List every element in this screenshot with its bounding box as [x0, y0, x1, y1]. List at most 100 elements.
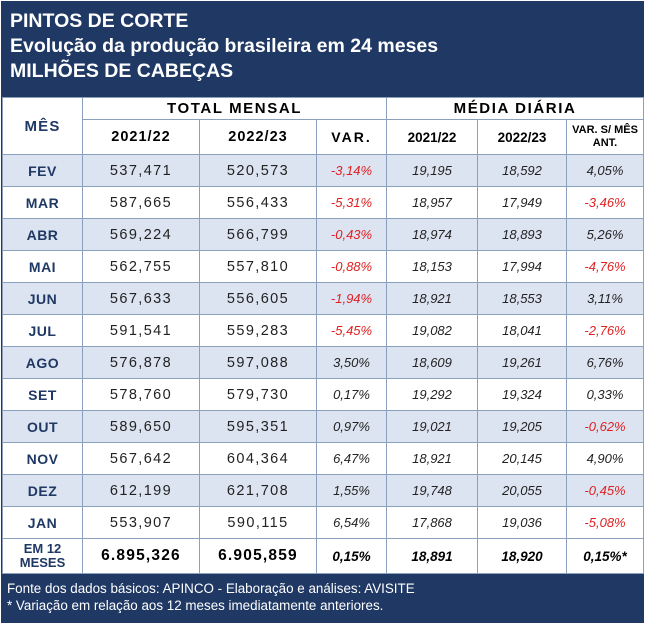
- month-cell: NOV: [2, 442, 83, 475]
- total-var-cell: 6,47%: [315, 442, 388, 475]
- total-2021-22-sum: 6.895,326: [82, 538, 200, 574]
- table-row: JUL 591,541 559,283 -5,45% 19,082 18,041…: [2, 314, 645, 347]
- daily-2022-23-cell: 18,041: [477, 314, 568, 347]
- total-2021-22-cell: 567,633: [82, 282, 200, 315]
- total-2022-23-cell: 566,799: [199, 218, 317, 251]
- daily-2022-23-cell: 18,592: [477, 154, 568, 187]
- daily-2022-23-cell: 20,145: [477, 442, 568, 475]
- daily-2021-22-cell: 18,957: [386, 186, 479, 219]
- month-column-header: MÊS: [2, 97, 83, 155]
- unit-label: MILHÕES DE CABEÇAS: [10, 60, 234, 82]
- table-row: DEZ 612,199 621,708 1,55% 19,748 20,055 …: [2, 474, 645, 507]
- daily-2021-22-cell: 19,292: [386, 378, 479, 411]
- daily-var-cell: -0,62%: [566, 410, 645, 443]
- daily-2021-22-cell: 19,748: [386, 474, 479, 507]
- total-2021-22-cell: 562,755: [82, 250, 200, 283]
- table-row: NOV 567,642 604,364 6,47% 18,921 20,145 …: [2, 442, 645, 475]
- daily-var-header: VAR. S/ MÊS ANT.: [566, 119, 645, 155]
- daily-2021-22-avg: 18,891: [386, 538, 479, 574]
- table-row: OUT 589,650 595,351 0,97% 19,021 19,205 …: [2, 410, 645, 443]
- total-2022-23-cell: 557,810: [199, 250, 317, 283]
- table-row: MAR 587,665 556,433 -5,31% 18,957 17,949…: [2, 186, 645, 219]
- daily-2022-23-cell: 17,949: [477, 186, 568, 219]
- daily-var-cell: 0,33%: [566, 378, 645, 411]
- table-row: JUN 567,633 556,605 -1,94% 18,921 18,553…: [2, 282, 645, 315]
- daily-var-cell: 4,05%: [566, 154, 645, 187]
- total-2021-22-cell: 537,471: [82, 154, 200, 187]
- total-2022-23-cell: 520,573: [199, 154, 317, 187]
- daily-2022-23-cell: 17,994: [477, 250, 568, 283]
- total-2022-23-cell: 595,351: [199, 410, 317, 443]
- total-var-cell: -3,14%: [315, 154, 388, 187]
- total-2022-23-cell: 556,433: [199, 186, 317, 219]
- total-var-cell: 1,55%: [315, 474, 388, 507]
- month-cell: JAN: [2, 506, 83, 539]
- total-var-cell: 0,17%: [315, 378, 388, 411]
- daily-2022-23-cell: 18,893: [477, 218, 568, 251]
- total-var-cell: -0,43%: [315, 218, 388, 251]
- daily-2021-22-cell: 18,974: [386, 218, 479, 251]
- total-2021-22-header: 2021/22: [82, 119, 200, 155]
- daily-2021-22-cell: 18,921: [386, 442, 479, 475]
- daily-2022-23-avg: 18,920: [477, 538, 568, 574]
- table-row: AGO 576,878 597,088 3,50% 18,609 19,261 …: [2, 346, 645, 379]
- total-2022-23-cell: 590,115: [199, 506, 317, 539]
- total-var-cell: -5,31%: [315, 186, 388, 219]
- daily-2021-22-cell: 18,153: [386, 250, 479, 283]
- total-2021-22-cell: 569,224: [82, 218, 200, 251]
- total-var-cell: -1,94%: [315, 282, 388, 315]
- daily-2022-23-header: 2022/23: [477, 119, 568, 155]
- daily-2022-23-cell: 18,553: [477, 282, 568, 315]
- daily-var-cell: -2,76%: [566, 314, 645, 347]
- month-cell: OUT: [2, 410, 83, 443]
- production-table: MÊS TOTAL MENSAL MÉDIA DIÁRIA 2021/22 20…: [2, 97, 645, 574]
- table-row: MAI 562,755 557,810 -0,88% 18,153 17,994…: [2, 250, 645, 283]
- daily-var-cell: -0,45%: [566, 474, 645, 507]
- total-var-cell: -5,45%: [315, 314, 388, 347]
- total-mensal-header: TOTAL MENSAL: [81, 97, 388, 120]
- total-2021-22-cell: 553,907: [82, 506, 200, 539]
- source-note: Fonte dos dados básicos: APINCO - Elabor…: [7, 581, 415, 596]
- month-cell: JUN: [2, 282, 83, 315]
- total-row: EM 12 MESES 6.895,326 6.905,859 0,15% 18…: [2, 538, 645, 574]
- month-cell: AGO: [2, 346, 83, 379]
- daily-2021-22-cell: 19,082: [386, 314, 479, 347]
- daily-2022-23-cell: 19,324: [477, 378, 568, 411]
- daily-2022-23-cell: 19,261: [477, 346, 568, 379]
- title-banner: PINTOS DE CORTE Evolução da produção bra…: [1, 1, 644, 97]
- month-cell: ABR: [2, 218, 83, 251]
- daily-var-cell: -5,08%: [566, 506, 645, 539]
- media-diaria-header: MÉDIA DIÁRIA: [386, 97, 645, 120]
- month-cell: MAI: [2, 250, 83, 283]
- total-2021-22-cell: 587,665: [82, 186, 200, 219]
- footer-notes: Fonte dos dados básicos: APINCO - Elabor…: [1, 574, 644, 623]
- total-2022-23-sum: 6.905,859: [199, 538, 317, 574]
- daily-2021-22-cell: 19,021: [386, 410, 479, 443]
- daily-var-cell: 3,11%: [566, 282, 645, 315]
- total-2021-22-cell: 589,650: [82, 410, 200, 443]
- page-subtitle: Evolução da produção brasileira em 24 me…: [10, 35, 439, 57]
- total-var-cell: 0,97%: [315, 410, 388, 443]
- daily-var-cell: -4,76%: [566, 250, 645, 283]
- month-cell: SET: [2, 378, 83, 411]
- daily-var-cell: 6,76%: [566, 346, 645, 379]
- month-cell: MAR: [2, 186, 83, 219]
- daily-var-cell: 4,90%: [566, 442, 645, 475]
- total-var-header: VAR.: [315, 119, 388, 155]
- table-row: ABR 569,224 566,799 -0,43% 18,974 18,893…: [2, 218, 645, 251]
- month-cell: FEV: [2, 154, 83, 187]
- total-2022-23-header: 2022/23: [199, 119, 317, 155]
- total-2021-22-cell: 591,541: [82, 314, 200, 347]
- total-2022-23-cell: 556,605: [199, 282, 317, 315]
- total-row-label: EM 12 MESES: [2, 538, 83, 574]
- month-cell: DEZ: [2, 474, 83, 507]
- daily-2021-22-cell: 17,868: [386, 506, 479, 539]
- total-2021-22-cell: 612,199: [82, 474, 200, 507]
- daily-2021-22-cell: 19,195: [386, 154, 479, 187]
- daily-var-total: 0,15%*: [566, 538, 645, 574]
- total-2021-22-cell: 576,878: [82, 346, 200, 379]
- total-2022-23-cell: 604,364: [199, 442, 317, 475]
- table-row: SET 578,760 579,730 0,17% 19,292 19,324 …: [2, 378, 645, 411]
- daily-2021-22-cell: 18,609: [386, 346, 479, 379]
- daily-2021-22-header: 2021/22: [386, 119, 479, 155]
